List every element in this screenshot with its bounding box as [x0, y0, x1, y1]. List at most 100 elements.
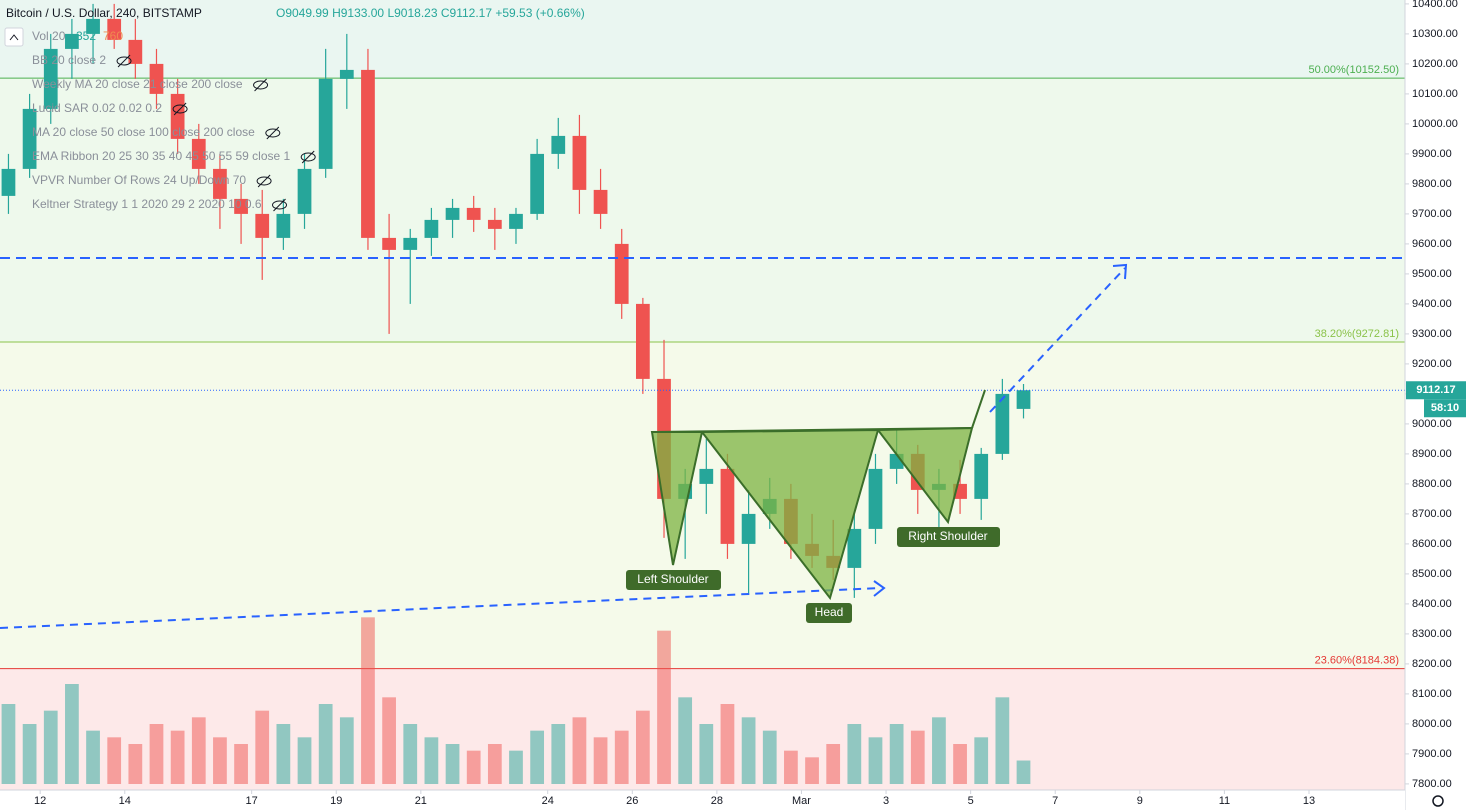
eye-icon[interactable]: [272, 200, 288, 210]
candle-body: [1016, 390, 1031, 409]
settings-icon[interactable]: [1432, 795, 1444, 807]
candle-body: [487, 219, 502, 229]
collapse-button[interactable]: [4, 27, 24, 47]
eye-slash: [266, 126, 280, 140]
volume-bar: [65, 684, 79, 784]
volume-bar: [572, 717, 587, 784]
trend-arrow: [0, 587, 881, 629]
volume-bar: [382, 697, 396, 784]
eye-slash: [117, 54, 131, 68]
price-tag-label: 9112.17: [1416, 384, 1455, 396]
eye-icon[interactable]: [116, 56, 132, 66]
y-tick-label: 8400.00: [1412, 598, 1452, 610]
y-tick-label: 9800.00: [1412, 178, 1452, 190]
y-tick-label: 9300.00: [1412, 328, 1452, 340]
zone: [0, 78, 1405, 343]
volume-bar: [318, 704, 333, 784]
volume-bar: [614, 730, 629, 784]
x-tick-label: 11: [1219, 795, 1230, 807]
eye-icon[interactable]: [265, 128, 281, 138]
indicator: Lucid SAR 0.02 0.02 0.2: [32, 101, 162, 115]
volume-bar: [974, 737, 989, 784]
countdown-tag: [1424, 399, 1466, 418]
price-tag: [1406, 381, 1466, 400]
volume-bar: [530, 730, 545, 784]
volume-bar: [593, 737, 608, 784]
eye-slash: [273, 198, 286, 212]
low: L9018.23: [387, 6, 437, 20]
volume-bar: [910, 730, 925, 784]
high: H9133.00: [332, 6, 384, 20]
candle-body: [974, 453, 989, 499]
zone: [0, 342, 1405, 669]
x-tick-label: 5: [968, 795, 974, 807]
volume-bar: [826, 744, 841, 784]
candle-body: [255, 213, 270, 238]
volume-bar: [699, 724, 714, 784]
eye-icon[interactable]: [300, 152, 316, 162]
x-tick-label: 19: [330, 795, 342, 807]
head-label: Head: [815, 605, 844, 619]
candle-body: [403, 237, 418, 250]
x-tick-label: 17: [246, 795, 258, 807]
candle-body: [551, 135, 566, 154]
y-tick-label: 7900.00: [1412, 748, 1452, 760]
candle-body: [593, 189, 608, 214]
candle-body: [86, 18, 100, 34]
x-tick-label: 7: [1052, 795, 1058, 807]
neckline: [651, 427, 973, 433]
x-tick-label: Mar: [792, 795, 811, 807]
y-tick-label: 8100.00: [1412, 688, 1452, 700]
y-tick-label: 8800.00: [1412, 478, 1452, 490]
volume-bar: [889, 724, 904, 784]
candle-body: [424, 219, 439, 238]
volume-bar: [509, 750, 523, 784]
x-tick-label: 12: [34, 795, 46, 807]
indicator-list: BB 20 close 2 Weekly MA 20 close 21 close…: [32, 53, 316, 212]
volume-bar: [678, 697, 693, 784]
y-tick-label: 9400.00: [1412, 298, 1452, 310]
y-tick-label: 9500.00: [1412, 268, 1452, 280]
pattern-edge: [971, 389, 986, 429]
y-tick-label: 7800.00: [1412, 778, 1452, 790]
candle-body: [572, 135, 587, 190]
x-tick-label: 14: [119, 795, 131, 807]
eye-icon[interactable]: [256, 176, 272, 186]
candle-body: [1, 168, 16, 196]
volume-bar: [551, 724, 566, 784]
label-box: [626, 570, 721, 590]
volume-bar: [932, 717, 946, 784]
eye-icon[interactable]: [253, 80, 269, 90]
indicator: MA 20 close 50 close 100 close 200 close: [32, 125, 255, 139]
indicator: Vol 20: [32, 29, 66, 43]
eye-slash: [257, 174, 271, 188]
y-tick-label: 8600.00: [1412, 538, 1452, 550]
indicator: VPVR Number Of Rows 24 Up/Down 70: [32, 173, 246, 187]
candle-body: [149, 63, 164, 94]
y-tick-label: 9200.00: [1412, 358, 1452, 370]
y-tick-label: 10400.00: [1412, 0, 1458, 10]
indicator: EMA Ribbon 20 25 30 35 40 45 50 55 59 cl…: [32, 149, 291, 163]
volume-bar: [762, 730, 777, 784]
y-tick-label: 8700.00: [1412, 508, 1452, 520]
volume-bar: [234, 744, 248, 784]
volume-bar: [128, 744, 143, 784]
candle-body: [868, 468, 883, 529]
volume-bar: [445, 744, 460, 784]
countdown-label: 58:10: [1431, 402, 1459, 414]
volume-bar: [191, 717, 206, 784]
eye-icon[interactable]: [172, 104, 188, 114]
candle-body: [107, 18, 122, 40]
candle-body: [297, 168, 312, 214]
candle-body: [318, 78, 333, 169]
candle-body: [339, 69, 354, 79]
y-tick-label: 9700.00: [1412, 208, 1452, 220]
eye-slash: [301, 150, 315, 164]
candle-body: [276, 213, 291, 238]
y-tick-label: 9600.00: [1412, 238, 1452, 250]
volume-bar: [720, 704, 735, 784]
volume: [1, 617, 1031, 784]
arrow-head: [873, 580, 886, 597]
x-tick-label: 21: [415, 795, 427, 807]
ohlc: O9049.99 H9133.00 L9018.23 C9112.17 +59.…: [276, 6, 585, 20]
